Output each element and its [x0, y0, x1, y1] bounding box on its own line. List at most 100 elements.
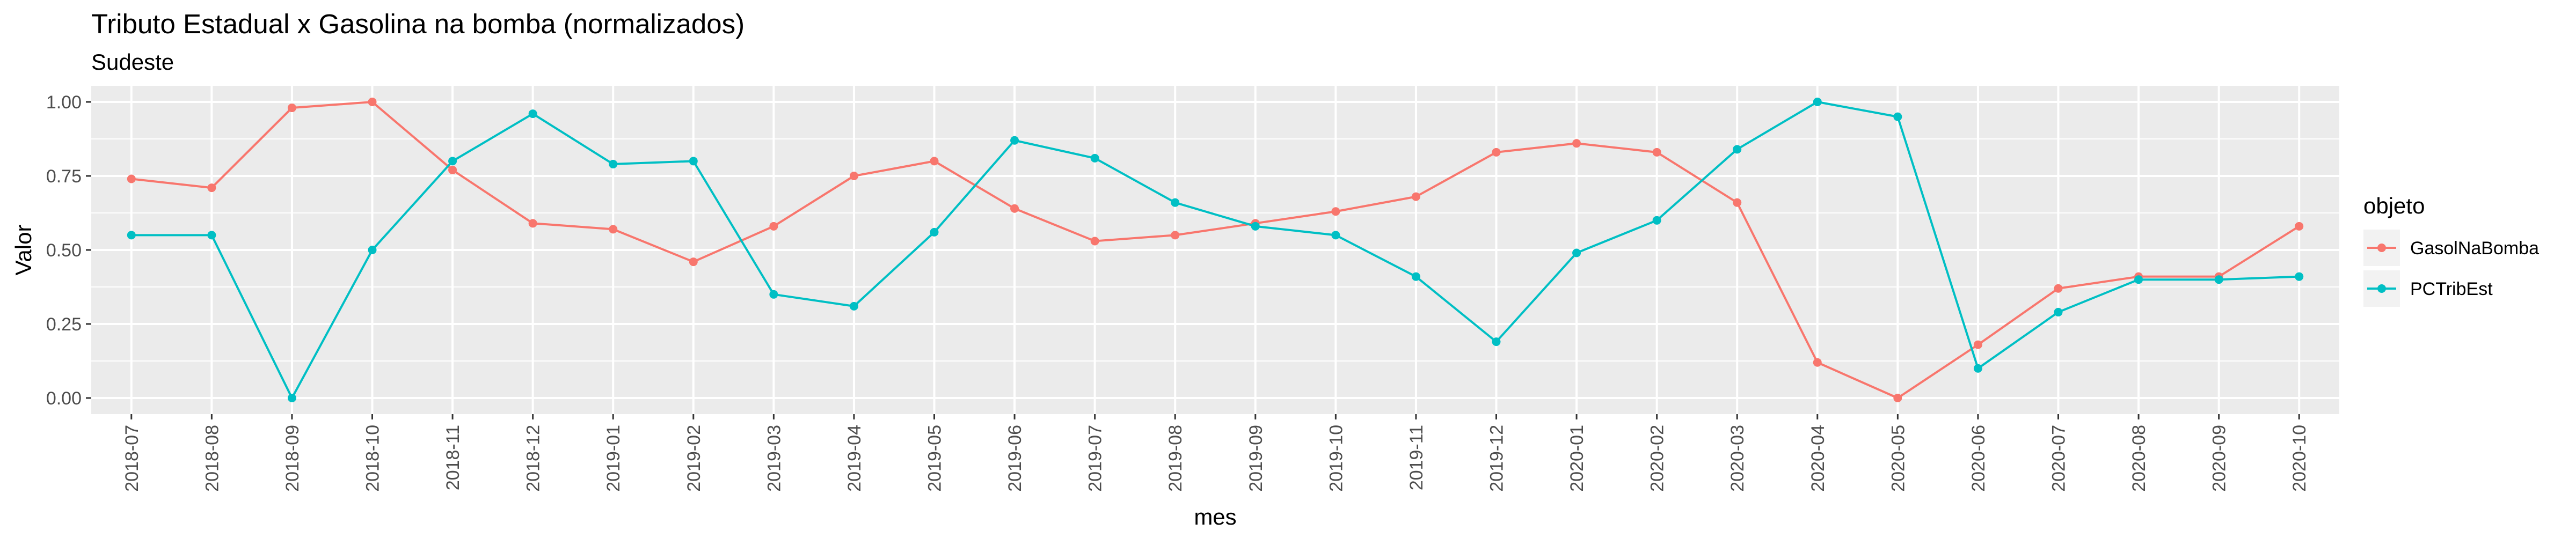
data-point: [2295, 272, 2304, 281]
series-layer: [127, 98, 2304, 402]
x-tick-label: 2020-09: [2209, 425, 2230, 492]
x-tick-label: 2019-06: [1005, 425, 1025, 492]
x-tick-label: 2019-07: [1085, 425, 1106, 492]
legend-key-point: [2377, 284, 2386, 293]
y-tick-label: 0.50: [46, 240, 82, 261]
data-point: [1171, 198, 1180, 207]
x-tick-label: 2020-01: [1567, 425, 1587, 492]
data-point: [368, 98, 377, 106]
data-point: [207, 231, 216, 240]
data-point: [1733, 145, 1742, 154]
legend: objeto GasolNaBomba PCTribEst: [2363, 193, 2539, 307]
data-point: [2295, 222, 2304, 231]
chart-subtitle: Sudeste: [91, 49, 174, 75]
data-point: [849, 301, 858, 311]
legend-label: GasolNaBomba: [2410, 238, 2539, 259]
data-point: [2054, 284, 2063, 293]
y-tick-label: 0.25: [46, 314, 82, 335]
data-point: [1411, 192, 1420, 201]
data-point: [127, 174, 136, 183]
legend-key-point: [2377, 244, 2386, 252]
data-point: [2134, 275, 2143, 284]
data-point: [1492, 148, 1501, 157]
data-point: [2054, 307, 2063, 316]
data-point: [1090, 237, 1099, 246]
data-point: [528, 219, 537, 228]
data-point: [930, 157, 939, 166]
data-point: [528, 109, 537, 119]
x-tick-label: 2018-09: [282, 425, 303, 492]
data-point: [127, 231, 136, 240]
y-tick-label: 0.00: [46, 388, 82, 409]
data-point: [689, 257, 698, 267]
y-axis: 0.00 0.25 0.50 0.75 1.00: [46, 92, 91, 409]
x-tick-label: 2019-01: [603, 425, 624, 492]
data-point: [1652, 216, 1661, 225]
data-point: [207, 183, 216, 193]
x-tick-label: 2020-02: [1647, 425, 1668, 492]
series-GasolNaBomba: [127, 98, 2304, 402]
data-point: [287, 104, 296, 113]
x-tick-label: 2019-11: [1406, 425, 1427, 490]
x-axis: 2018-07 2018-08 2018-09 2018-10 2018-11 2018-…: [122, 414, 2310, 492]
data-point: [1733, 198, 1742, 207]
legend-item: PCTribEst: [2363, 270, 2493, 307]
x-tick-label: 2020-03: [1727, 425, 1748, 492]
series-line: [131, 101, 2300, 399]
data-point: [1572, 139, 1581, 148]
data-point: [1411, 272, 1420, 281]
x-tick-label: 2019-08: [1165, 425, 1186, 492]
data-point: [448, 157, 457, 166]
data-point: [1973, 364, 1982, 373]
x-tick-label: 2018-10: [363, 425, 383, 492]
data-point: [1973, 340, 1982, 349]
x-tick-label: 2018-11: [443, 425, 463, 490]
series-line: [131, 101, 2300, 399]
data-point: [769, 222, 778, 231]
chart-title: Tributo Estadual x Gasolina na bomba (no…: [91, 9, 745, 39]
x-tick-label: 2019-04: [844, 425, 865, 492]
data-point: [1893, 394, 1902, 402]
x-tick-label: 2020-04: [1808, 425, 1828, 492]
data-point: [1652, 148, 1661, 157]
grid: [91, 86, 2339, 414]
data-point: [448, 165, 457, 174]
x-tick-label: 2019-02: [684, 425, 704, 492]
data-point: [1813, 98, 1822, 106]
data-point: [1492, 337, 1501, 347]
x-tick-label: 2020-07: [2049, 425, 2069, 492]
data-point: [1331, 231, 1340, 240]
x-tick-label: 2019-09: [1246, 425, 1266, 492]
y-axis-label: Valor: [11, 225, 36, 276]
data-point: [2214, 275, 2223, 284]
x-tick-label: 2020-06: [1968, 425, 1989, 492]
x-tick-label: 2018-12: [523, 425, 544, 492]
x-tick-label: 2018-07: [122, 425, 142, 492]
data-point: [1331, 207, 1340, 216]
data-point: [1251, 222, 1260, 231]
data-point: [1010, 204, 1019, 213]
data-point: [1893, 112, 1902, 121]
x-tick-label: 2020-10: [2289, 425, 2310, 492]
y-tick-label: 1.00: [46, 92, 82, 113]
data-point: [609, 159, 618, 168]
data-point: [1813, 358, 1822, 367]
legend-title: objeto: [2363, 193, 2425, 218]
data-point: [1572, 248, 1581, 257]
legend-item: GasolNaBomba: [2363, 230, 2539, 266]
data-point: [287, 394, 296, 402]
data-point: [1010, 136, 1019, 145]
series-PCTribEst: [127, 98, 2304, 402]
data-point: [1171, 231, 1180, 240]
x-tick-label: 2019-10: [1326, 425, 1346, 492]
x-tick-label: 2020-08: [2129, 425, 2149, 492]
data-point: [689, 157, 698, 166]
data-point: [930, 227, 939, 237]
data-point: [609, 225, 618, 234]
data-point: [368, 246, 377, 254]
data-point: [769, 290, 778, 299]
data-point: [849, 172, 858, 180]
x-tick-label: 2019-03: [764, 425, 784, 492]
x-tick-label: 2018-08: [202, 425, 222, 492]
